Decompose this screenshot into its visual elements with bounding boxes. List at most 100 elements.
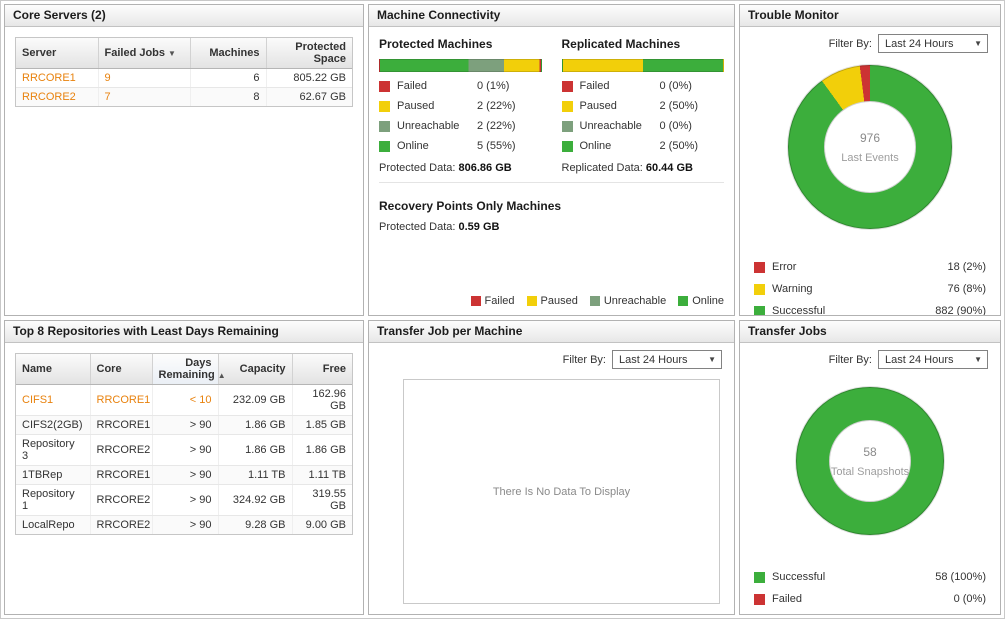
failed-jobs-link[interactable]: 7 [98, 87, 191, 106]
replicated-machines-bar-chart[interactable] [561, 59, 724, 72]
failed-jobs-link[interactable]: 9 [98, 68, 191, 88]
capacity-cell: 9.28 GB [218, 515, 293, 534]
legend-label: Failed [772, 593, 802, 605]
core-cell: RRCORE1 [90, 415, 153, 435]
connectivity-footer-legend: Failed Paused Unreachable Online [470, 295, 724, 307]
legend-label: Unreachable [579, 120, 642, 132]
legend-item-warning: Warning 76 (8%) [754, 283, 986, 295]
legend-item-successful: Successful 882 (90%) [754, 305, 986, 315]
legend-item-paused: Paused 2 (22%) [379, 100, 542, 112]
protected-machines-section: Protected Machines Failed 0 (1%) Paused … [379, 33, 542, 174]
filter-label: Filter By: [828, 353, 872, 366]
successful-color-chip [754, 571, 765, 583]
panel-title-transfer-job-per-machine: Transfer Job per Machine [369, 321, 734, 343]
filter-select[interactable]: Last 24 Hours ▼ [878, 34, 988, 53]
column-label: Core [96, 363, 122, 375]
unreachable-color-chip [589, 296, 600, 306]
trouble-donut-chart[interactable]: 976 Last Events [788, 65, 952, 229]
panel-machine-connectivity: Machine Connectivity Protected Machines … [368, 4, 735, 316]
donut-center-label: Last Events [841, 151, 899, 164]
replicated-machines-section: Replicated Machines Failed 0 (0%) Paused… [561, 33, 724, 174]
repository-name-cell[interactable]: Repository 3 [16, 434, 91, 466]
core-link[interactable]: RRCORE1 [90, 384, 153, 416]
repository-name-cell[interactable]: 1TBRep [16, 465, 91, 485]
paused-color-chip [379, 100, 390, 112]
free-cell: 1.85 GB [292, 415, 352, 435]
recovery-data-line: Protected Data: 0.59 GB [379, 221, 724, 233]
donut-center: 58 Total Snapshots [829, 420, 911, 502]
protected-machines-bar-chart[interactable] [379, 59, 542, 72]
filter-value: Last 24 Hours [885, 353, 954, 366]
filter-select[interactable]: Last 24 Hours ▼ [878, 350, 988, 369]
repository-name-cell[interactable]: LocalRepo [16, 515, 91, 534]
legend-value: 58 (100%) [935, 571, 986, 583]
data-label: Protected Data: [379, 221, 456, 233]
legend-value: 18 (2%) [947, 261, 986, 273]
chevron-down-icon: ▼ [974, 355, 982, 364]
days-remaining-cell: > 90 [152, 434, 219, 466]
repository-name-cell[interactable]: Repository 1 [16, 484, 91, 516]
legend-value: 76 (8%) [947, 283, 986, 295]
legend-value: 0 (0%) [659, 80, 692, 92]
transfer-jobs-donut-wrap: 58 Total Snapshots [740, 387, 1000, 535]
transfer-jobs-donut-chart[interactable]: 58 Total Snapshots [796, 387, 944, 535]
section-title: Recovery Points Only Machines [379, 199, 562, 213]
capacity-cell: 1.86 GB [218, 434, 293, 466]
legend-label: Unreachable [397, 120, 460, 132]
panel-title-core-servers: Core Servers (2) [5, 5, 363, 27]
legend-value: 0 (1%) [477, 80, 510, 92]
column-header-days-remaining[interactable]: Days Remaining ▲ [152, 354, 226, 385]
repository-name-cell[interactable]: CIFS2(2GB) [16, 415, 91, 435]
filter-label: Filter By: [828, 37, 872, 50]
legend-item-online: Online 5 (55%) [379, 140, 542, 152]
legend-label: Error [772, 261, 797, 273]
legend-label: Online [579, 140, 612, 152]
online-color-chip [561, 140, 573, 152]
filter-label: Filter By: [562, 353, 606, 366]
free-cell: 9.00 GB [292, 515, 352, 534]
data-value: 806.86 GB [458, 162, 512, 174]
data-value: 60.44 GB [645, 162, 693, 174]
free-cell: 1.86 GB [292, 434, 352, 466]
legend-label: Warning [772, 283, 813, 295]
table-header-row: Name Core Days Remaining ▲ Capacity Free [16, 354, 352, 385]
capacity-cell: 1.86 GB [218, 415, 293, 435]
column-label: Free [322, 363, 346, 375]
panel-title-trouble-monitor: Trouble Monitor [740, 5, 1000, 27]
table-row: Repository 3 RRCORE2 > 90 1.86 GB 1.86 G… [16, 434, 352, 466]
chevron-down-icon: ▼ [708, 355, 716, 364]
protected-space-cell: 62.67 GB [266, 87, 352, 106]
section-title: Replicated Machines [561, 37, 681, 51]
column-header-free[interactable]: Free [292, 354, 352, 385]
column-label: Server [22, 47, 57, 59]
protected-data-line: Protected Data: 806.86 GB [379, 162, 542, 174]
paused-color-chip [526, 296, 537, 306]
filter-select[interactable]: Last 24 Hours ▼ [612, 350, 722, 369]
transfer-job-per-machine-body: Filter By: Last 24 Hours ▼ There Is No D… [369, 343, 734, 614]
panel-repositories: Top 8 Repositories with Least Days Remai… [4, 320, 364, 615]
column-header-core[interactable]: Core [90, 354, 153, 385]
legend-item-error: Error 18 (2%) [754, 261, 986, 273]
column-header-name[interactable]: Name [16, 354, 91, 385]
failed-color-chip [470, 296, 481, 306]
panel-core-servers: Core Servers (2) Server Failed Jobs ▼ Mac… [4, 4, 364, 316]
core-cell: RRCORE2 [90, 434, 153, 466]
legend-item-failed: Failed [470, 295, 515, 307]
column-header-failed-jobs[interactable]: Failed Jobs ▼ [98, 38, 191, 69]
unreachable-color-chip [561, 120, 573, 132]
core-cell: RRCORE1 [90, 465, 153, 485]
machine-connectivity-body: Protected Machines Failed 0 (1%) Paused … [369, 27, 734, 315]
legend-label: Online [692, 295, 724, 307]
column-header-machines[interactable]: Machines [190, 38, 267, 69]
column-header-server[interactable]: Server [16, 38, 99, 69]
server-link[interactable]: RRCORE2 [16, 87, 99, 106]
server-link[interactable]: RRCORE1 [16, 68, 99, 88]
transfer-jobs-body: Filter By: Last 24 Hours ▼ 58 Total Snap… [740, 343, 1000, 614]
repository-link[interactable]: CIFS1 [16, 384, 91, 416]
recovery-points-only-section: Recovery Points Only Machines Protected … [379, 195, 724, 233]
column-header-capacity[interactable]: Capacity [218, 354, 293, 385]
table-row: RRCORE1 9 6 805.22 GB [16, 68, 352, 88]
chevron-down-icon: ▼ [974, 39, 982, 48]
column-header-protected-space[interactable]: Protected Space [266, 38, 352, 69]
